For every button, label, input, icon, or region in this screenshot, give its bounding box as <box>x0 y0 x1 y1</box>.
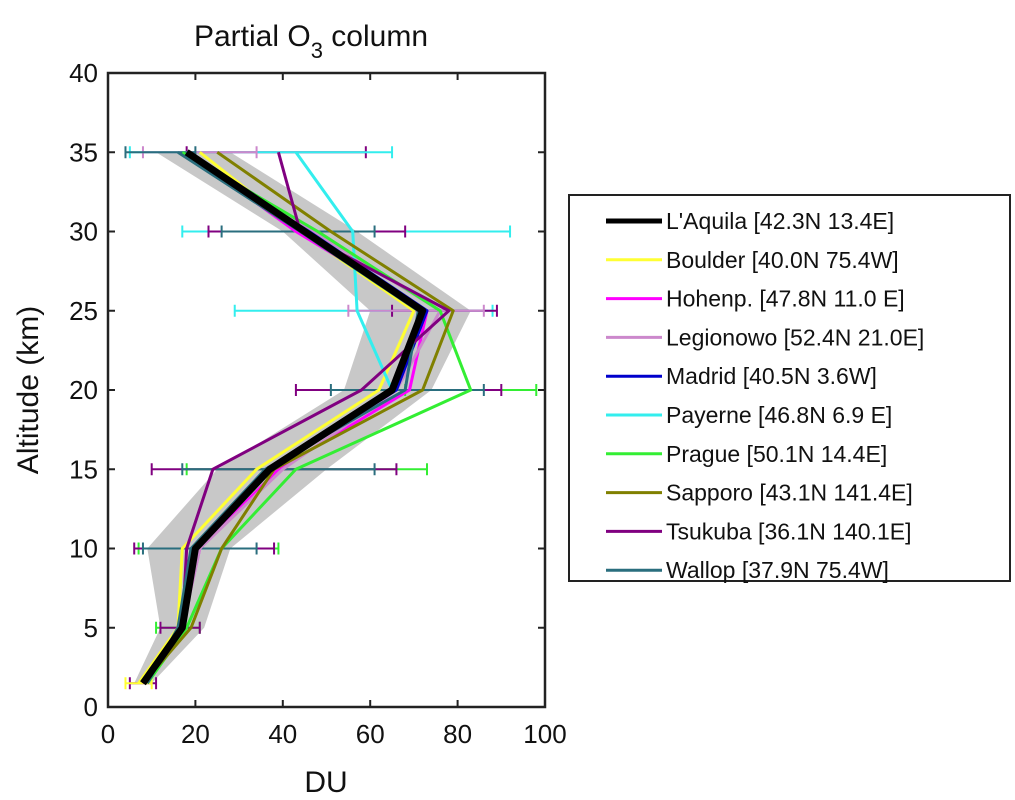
legend-item: Hohenp. [47.8N 11.0 E] <box>606 286 905 312</box>
legend-item: Tsukuba [36.1N 140.1E] <box>606 518 912 544</box>
y-tick-label: 40 <box>69 58 98 88</box>
series-lines <box>137 149 473 686</box>
series-line <box>140 149 427 686</box>
y-tick-label: 5 <box>84 613 98 643</box>
y-tick-label: 15 <box>69 454 98 484</box>
y-tick-label: 30 <box>69 217 98 247</box>
legend-label: L'Aquila [42.3N 13.4E] <box>666 208 894 234</box>
legend-item: Payerne [46.8N 6.9 E] <box>606 402 892 428</box>
series-line <box>146 150 473 685</box>
legend-label: Boulder [40.0N 75.4W] <box>666 247 899 273</box>
legend-item: Boulder [40.0N 75.4W] <box>606 247 899 273</box>
x-axis: 0 20 40 60 80 100 <box>101 73 567 749</box>
chart-title-main: Partial O <box>194 20 311 53</box>
y-tick-label: 25 <box>69 296 98 326</box>
x-tick-label: 0 <box>101 719 115 749</box>
chart-title: Partial O3 column <box>194 20 428 63</box>
x-tick-label: 80 <box>443 719 472 749</box>
legend-label: Sapporo [43.1N 141.4E] <box>666 480 913 506</box>
legend-item: Madrid [40.5N 3.6W] <box>606 363 877 389</box>
x-tick-label: 20 <box>181 719 210 749</box>
y-tick-label: 10 <box>69 534 98 564</box>
legend-label: Madrid [40.5N 3.6W] <box>666 363 877 389</box>
legend-label: Wallop [37.9N 75.4W] <box>666 557 889 583</box>
legend-item: Sapporo [43.1N 141.4E] <box>606 480 913 506</box>
legend-label: Hohenp. [47.8N 11.0 E] <box>666 286 905 312</box>
legend-label: Tsukuba [36.1N 140.1E] <box>666 518 912 544</box>
y-axis-label: Altitude (km) <box>12 306 45 474</box>
legend: L'Aquila [42.3N 13.4E] Boulder [40.0N 75.… <box>568 194 1011 583</box>
legend-item: Legionowo [52.4N 21.0E] <box>606 324 924 350</box>
y-tick-label: 35 <box>69 137 98 167</box>
y-tick-label: 20 <box>69 375 98 405</box>
x-tick-label: 60 <box>356 719 385 749</box>
legend-label: Legionowo [52.4N 21.0E] <box>666 324 924 350</box>
x-axis-label: DU <box>304 766 347 799</box>
legend-item: Wallop [37.9N 75.4W] <box>606 557 889 583</box>
x-tick-label: 40 <box>268 719 297 749</box>
x-tick-label: 100 <box>523 719 566 749</box>
legend-item: L'Aquila [42.3N 13.4E] <box>606 208 894 234</box>
chart-title-subscript: 3 <box>311 38 323 63</box>
legend-item: Prague [50.1N 14.4E] <box>606 441 887 467</box>
chart-title-suffix: column <box>323 20 428 53</box>
y-axis: 0 5 10 15 20 25 30 35 40 <box>69 58 545 722</box>
legend-label: Prague [50.1N 14.4E] <box>666 441 887 467</box>
legend-label: Payerne [46.8N 6.9 E] <box>666 402 892 428</box>
series-line <box>141 151 455 685</box>
y-tick-label: 0 <box>84 692 98 722</box>
